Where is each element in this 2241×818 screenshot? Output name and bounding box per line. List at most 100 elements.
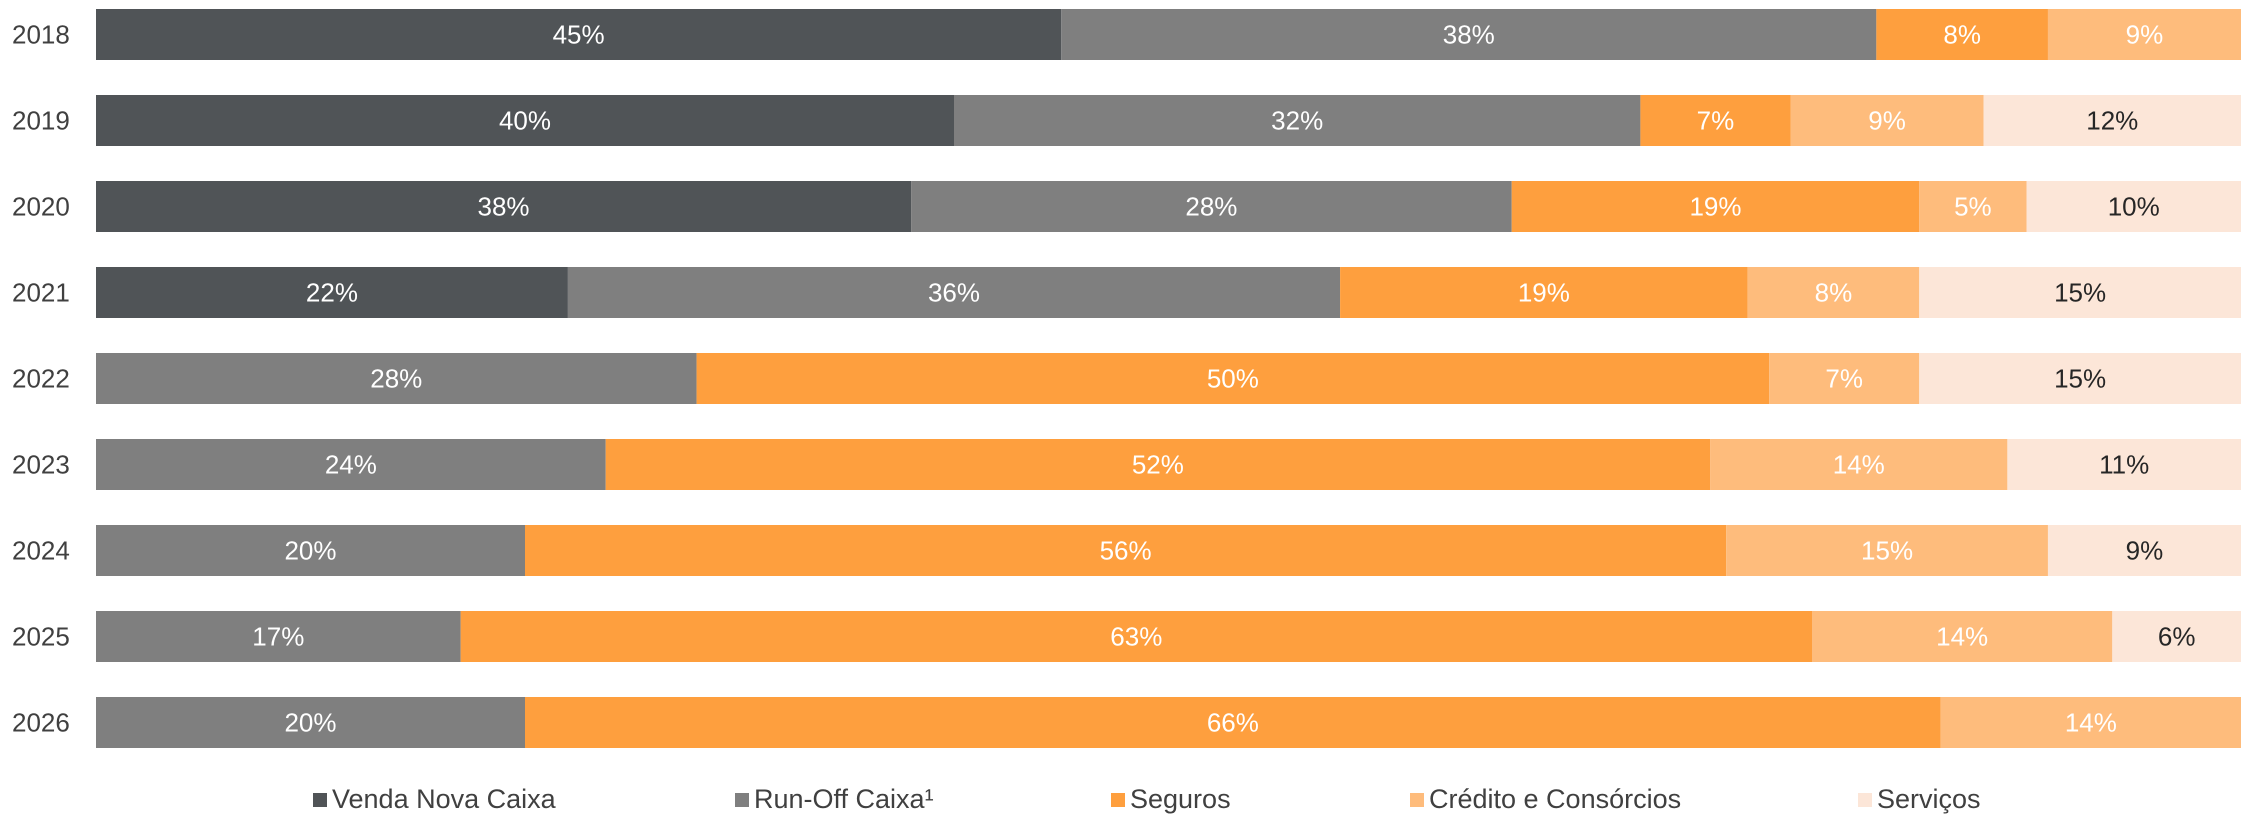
legend-swatch [1858, 792, 1872, 807]
bar-segment [911, 181, 1512, 232]
bar-segment [96, 181, 912, 232]
bar-segment [1061, 9, 1877, 60]
legend-item: Crédito e Consórcios [1410, 784, 1681, 815]
y-axis-tick-label: 2021 [12, 278, 70, 308]
data-label: 8% [1943, 20, 1981, 50]
legend-swatch [1111, 792, 1125, 807]
data-label: 22% [306, 278, 358, 308]
bar-segment [2026, 181, 2241, 232]
legend-item: Run-Off Caixa¹ [735, 784, 934, 815]
data-label: 45% [553, 20, 605, 50]
data-label: 24% [325, 450, 377, 480]
data-label: 7% [1697, 106, 1735, 136]
legend-item: Venda Nova Caixa [313, 784, 556, 815]
bar-segment [1919, 181, 2027, 232]
data-label: 8% [1815, 278, 1853, 308]
data-label: 11% [2099, 450, 2149, 480]
legend-label: Crédito e Consórcios [1429, 784, 1682, 814]
data-label: 15% [1861, 536, 1913, 566]
bar-segment [1919, 353, 2241, 404]
data-label: 36% [928, 278, 980, 308]
data-label: 32% [1271, 106, 1323, 136]
y-axis-tick-label: 2020 [12, 192, 70, 222]
bar-segment [2047, 525, 2241, 576]
bar-segment [2112, 611, 2241, 662]
data-label: 15% [2054, 278, 2106, 308]
y-axis-tick-label: 2025 [12, 622, 70, 652]
data-label: 52% [1132, 450, 1184, 480]
bar-segment [1511, 181, 1920, 232]
chart-legend: Venda Nova Caixa Run-Off Caixa¹ Seguros Cré… [0, 784, 2241, 818]
data-label: 66% [1207, 708, 1259, 738]
data-label: 6% [2158, 622, 2196, 652]
bar-segment [1876, 9, 2048, 60]
legend-label: Venda Nova Caixa [332, 784, 556, 814]
data-label: 28% [370, 364, 422, 394]
bar-segment [1790, 95, 1984, 146]
stacked-bar-chart: 2018 45% 38% 8% 9% 2019 40% 32% 7% 9% 12% 2020 38% 28… [12, 9, 2241, 748]
data-label: 7% [1825, 364, 1863, 394]
bar-segment [96, 9, 1062, 60]
data-label: 28% [1185, 192, 1237, 222]
data-label: 56% [1100, 536, 1152, 566]
data-label: 15% [2054, 364, 2106, 394]
bar-segment [605, 439, 1711, 490]
data-label: 14% [2065, 708, 2117, 738]
data-label: 40% [499, 106, 551, 136]
y-axis-tick-label: 2022 [12, 364, 70, 394]
bar-segment [1983, 95, 2241, 146]
data-label: 20% [284, 708, 336, 738]
bar-segment [96, 353, 697, 404]
data-label: 17% [252, 622, 304, 652]
data-label: 9% [1868, 106, 1906, 136]
bar-segment [96, 611, 461, 662]
bar-segment [1940, 697, 2241, 748]
bar-segment [2007, 439, 2241, 490]
y-axis-tick-label: 2019 [12, 106, 70, 136]
legend-swatch [313, 792, 327, 807]
data-label: 14% [1833, 450, 1885, 480]
data-label: 50% [1207, 364, 1259, 394]
legend-swatch [1410, 792, 1424, 807]
legend-label: Run-Off Caixa¹ [754, 784, 934, 814]
data-label: 10% [2108, 192, 2160, 222]
bar-segment [567, 267, 1341, 318]
data-label: 9% [2126, 536, 2164, 566]
y-axis-tick-label: 2024 [12, 536, 70, 566]
bar-segment [96, 267, 568, 318]
bar-segment [1747, 267, 1920, 318]
bar-segment [2047, 9, 2241, 60]
legend-swatch [735, 792, 749, 807]
bar-segment [460, 611, 1812, 662]
data-label: 19% [1689, 192, 1741, 222]
bar-segment [954, 95, 1641, 146]
bar-segment [1640, 95, 1791, 146]
y-axis-tick-label: 2018 [12, 20, 70, 50]
data-label: 14% [1936, 622, 1988, 652]
bar-segment [1812, 611, 2113, 662]
data-label: 5% [1954, 192, 1992, 222]
bar-segment [1919, 267, 2241, 318]
y-axis-tick-label: 2023 [12, 450, 70, 480]
bar-segment [525, 525, 1727, 576]
bar-segment [1769, 353, 1920, 404]
data-label: 63% [1110, 622, 1162, 652]
data-label: 38% [478, 192, 530, 222]
data-label: 20% [284, 536, 336, 566]
y-axis-tick-label: 2026 [12, 708, 70, 738]
data-label: 19% [1518, 278, 1570, 308]
bar-segment [1726, 525, 2048, 576]
legend-label: Seguros [1130, 784, 1231, 814]
data-label: 38% [1443, 20, 1495, 50]
data-label: 9% [2126, 20, 2164, 50]
bar-segment [96, 439, 606, 490]
bar-segment [96, 95, 954, 146]
data-label: 12% [2086, 106, 2138, 136]
bar-segment [96, 697, 525, 748]
bar-segment [96, 525, 525, 576]
bar-segment [1340, 267, 1748, 318]
bar-segment [696, 353, 1770, 404]
legend-label: Serviços [1877, 784, 1981, 814]
bar-segment [525, 697, 1941, 748]
legend-item: Serviços [1858, 784, 1981, 815]
